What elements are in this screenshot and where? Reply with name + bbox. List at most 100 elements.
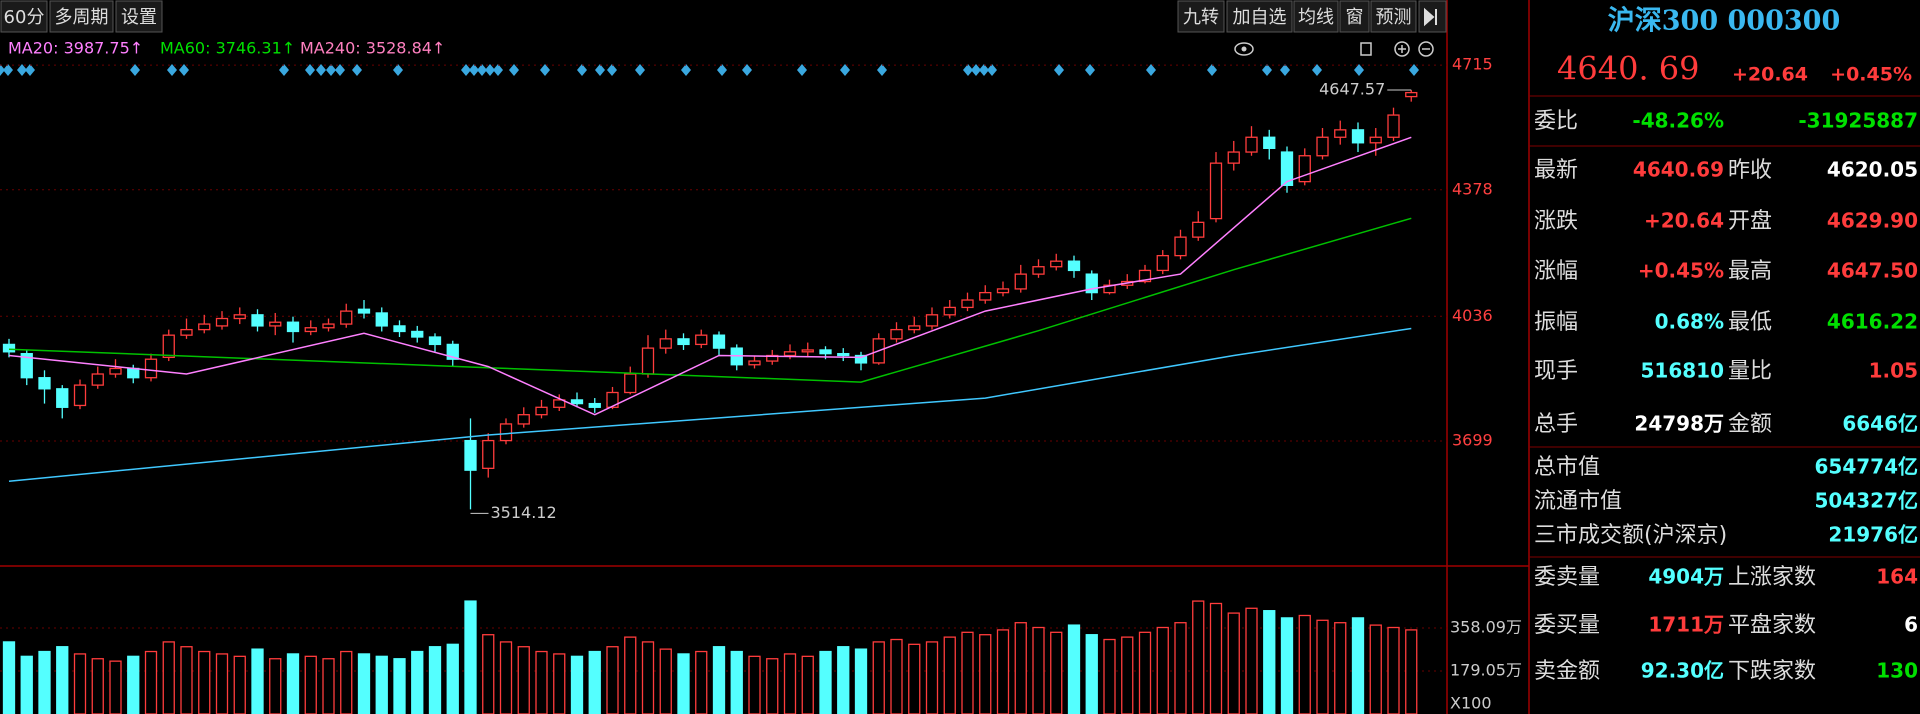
candle-body <box>996 288 1010 294</box>
toolbar-button[interactable] <box>1293 0 1339 33</box>
toolbar-button[interactable] <box>49 0 114 33</box>
volume-bar <box>233 655 246 714</box>
volume-bar <box>748 655 761 714</box>
candle-body <box>890 328 903 340</box>
quote-value: 6 <box>1904 613 1918 637</box>
quote-value: 504327亿 <box>1815 489 1919 513</box>
low-annotation: 3514.12 <box>491 503 557 522</box>
candle-body <box>446 343 459 360</box>
toolbar-button[interactable] <box>0 0 48 33</box>
quote-value: 516810 <box>1641 359 1725 383</box>
signal-marker <box>877 64 887 76</box>
quote-value: 21976亿 <box>1828 523 1918 547</box>
quote-label: 三市成交额(沪深京) <box>1534 523 1727 548</box>
candle-body <box>819 349 832 355</box>
volume-bar <box>854 648 868 714</box>
signal-marker <box>840 64 850 76</box>
quote-value: 654774亿 <box>1815 455 1919 479</box>
volume-bar <box>499 641 513 714</box>
zoom-in-icon[interactable] <box>1394 41 1410 57</box>
signal-marker <box>1207 64 1217 76</box>
quote-pct: +0.45% <box>1830 64 1912 86</box>
volume-bar <box>783 653 797 714</box>
candle-body <box>1245 136 1258 153</box>
quote-label: 量比 <box>1728 359 1772 384</box>
volume-bar <box>1334 622 1347 714</box>
candle-body <box>624 373 637 394</box>
candle-body <box>1316 136 1329 157</box>
quote-value: +20.64 <box>1644 209 1724 233</box>
toolbar-button[interactable] <box>1177 0 1225 33</box>
quote-value: 4904万 <box>1648 565 1724 589</box>
candle-body <box>2 343 16 353</box>
signal-marker <box>316 64 326 76</box>
candle-body <box>20 353 33 379</box>
signal-marker <box>326 64 336 76</box>
volume-bar <box>837 646 850 714</box>
volume-bar <box>127 655 140 714</box>
ma-line <box>8 136 1412 416</box>
signal-marker <box>1312 64 1322 76</box>
volume-bar <box>2 641 16 714</box>
signal-marker <box>963 64 973 76</box>
quote-label: 最低 <box>1728 310 1772 335</box>
toolbar-button[interactable] <box>1339 0 1370 33</box>
candle-body <box>1334 129 1347 138</box>
volume-bar <box>1121 636 1134 714</box>
volume-bar <box>1067 624 1081 714</box>
volume-bar <box>198 650 211 714</box>
candle-body <box>588 402 601 408</box>
signal-marker <box>1354 64 1364 76</box>
volume-bar <box>1103 638 1116 714</box>
candle-body <box>304 327 317 333</box>
volume-bar <box>73 653 87 714</box>
quote-value: 92.30亿 <box>1641 659 1724 683</box>
toolbar-button[interactable] <box>115 0 163 33</box>
signal-marker <box>179 64 189 76</box>
volume-bar <box>215 653 229 714</box>
volume-bar <box>535 650 548 714</box>
signal-marker <box>509 64 519 76</box>
toolbar-button[interactable] <box>1226 0 1293 33</box>
zoom-out-icon[interactable] <box>1418 41 1434 57</box>
candle-body <box>109 367 122 375</box>
candle-body <box>269 321 282 327</box>
candle-body <box>801 349 814 353</box>
toolbar-button[interactable] <box>1370 0 1417 33</box>
volume-bar <box>1050 631 1063 714</box>
lock-icon[interactable] <box>1360 42 1372 56</box>
volume-bar <box>1209 602 1223 714</box>
candle-body <box>925 314 939 327</box>
volume-bar <box>38 650 51 714</box>
volume-bar <box>979 634 992 714</box>
volume-bar <box>375 655 388 714</box>
signal-marker <box>3 64 13 76</box>
volume-bar <box>411 650 424 714</box>
candle-body <box>535 406 548 416</box>
candle-body <box>1298 155 1311 183</box>
candle-body <box>695 334 708 346</box>
volume-bar <box>340 650 353 714</box>
quote-value: 0.68% <box>1655 310 1724 334</box>
toolbar-label: 多周期 <box>55 7 109 28</box>
volume-bar <box>961 631 974 714</box>
candle-body <box>251 314 264 327</box>
volume-bar <box>1405 629 1418 714</box>
quote-label: 卖金额 <box>1534 659 1600 684</box>
quote-label: 涨幅 <box>1534 259 1578 284</box>
quote-label: 振幅 <box>1534 310 1578 335</box>
volume-bar <box>322 658 335 714</box>
signal-marker <box>1146 64 1156 76</box>
quote-label: 上涨家数 <box>1728 565 1816 590</box>
candle-body <box>393 325 406 333</box>
quote-value: 24798万 <box>1634 412 1724 436</box>
candle-body <box>1174 236 1187 257</box>
toolbar-button[interactable] <box>1418 0 1447 33</box>
eye-icon[interactable] <box>1234 42 1254 56</box>
candle-body <box>180 328 193 336</box>
candle-body <box>553 399 566 408</box>
volume-bar <box>482 634 495 714</box>
toolbar-label: 窗 <box>1346 7 1364 28</box>
signal-marker <box>130 64 140 76</box>
volume-bar <box>925 641 939 714</box>
